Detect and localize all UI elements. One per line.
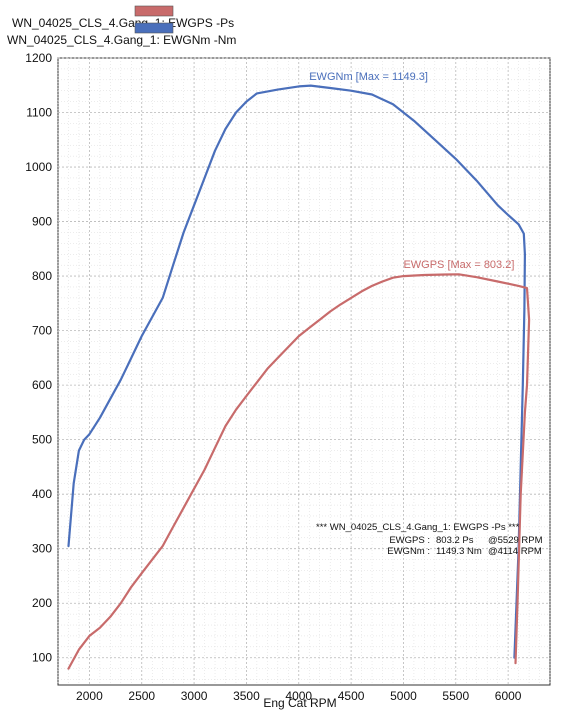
x-tick-label: 3500 [233,689,260,703]
series-line-ewgnm [67,84,526,659]
y-tick-label: 100 [32,651,52,665]
x-tick-label: 3000 [181,689,208,703]
x-tick-label: 6000 [495,689,522,703]
y-tick-label: 1100 [26,106,52,120]
legend-label: WN_04025_CLS_4.Gang_1: EWGPS -Ps [12,16,234,30]
summary-row-value: 803.2 Ps [436,535,474,546]
series-annotation-ewgps: EWGPS [Max = 803.2] [403,259,514,271]
series-annotation-ewgnm: EWGNm [Max = 1149.3] [309,71,428,83]
x-axis-label: Eng Cat RPM [263,696,336,710]
y-tick-label: 400 [32,487,52,501]
y-tick-label: 600 [32,378,52,392]
series [67,84,531,670]
summary-row-value: 1149.3 Nm [436,546,482,557]
plot-area [57,57,551,686]
x-tick-label: 5500 [442,689,469,703]
y-tick-label: 1000 [25,160,52,174]
y-tick-label: 700 [32,324,52,338]
grid [57,57,551,685]
x-tick-label: 2500 [128,689,155,703]
y-tick-label: 200 [32,596,52,610]
summary-row-name: EWGPS : [389,535,430,546]
legend-swatch [134,5,174,17]
summary-row-name: EWGNm : [387,546,430,557]
x-tick-label: 5000 [390,689,417,703]
series-line-ewgps [67,273,531,670]
y-tick-label: 800 [32,269,52,283]
annotations: EWGNm [Max = 1149.3] EWGPS [Max = 803.2] [309,71,514,271]
legend-swatch [134,22,174,34]
summary-row-rpm: @5529 RPM [488,535,543,546]
legend: WN_04025_CLS_4.Gang_1: EWGPS -Ps WN_04025… [7,5,236,47]
y-tick-label: 900 [32,215,52,229]
x-tick-label: 4500 [338,689,365,703]
y-tick-label: 500 [32,433,52,447]
y-tick-label: 300 [32,542,52,556]
y-tick-label: 1200 [25,51,52,65]
summary-box: *** WN_04025_CLS_4.Gang_1: EWGPS -Ps ***… [316,522,543,557]
x-tick-label: 2000 [76,689,103,703]
x-tick-label: 4000 [285,689,312,703]
summary-header: *** WN_04025_CLS_4.Gang_1: EWGPS -Ps *** [316,522,520,533]
axes: 100 200 300 400 500 600 700 800 900 1000 1100 1200 2… [25,51,522,703]
legend-label: WN_04025_CLS_4.Gang_1: EWGNm -Nm [7,33,236,47]
summary-row-rpm: @4114 RPM [488,546,542,557]
